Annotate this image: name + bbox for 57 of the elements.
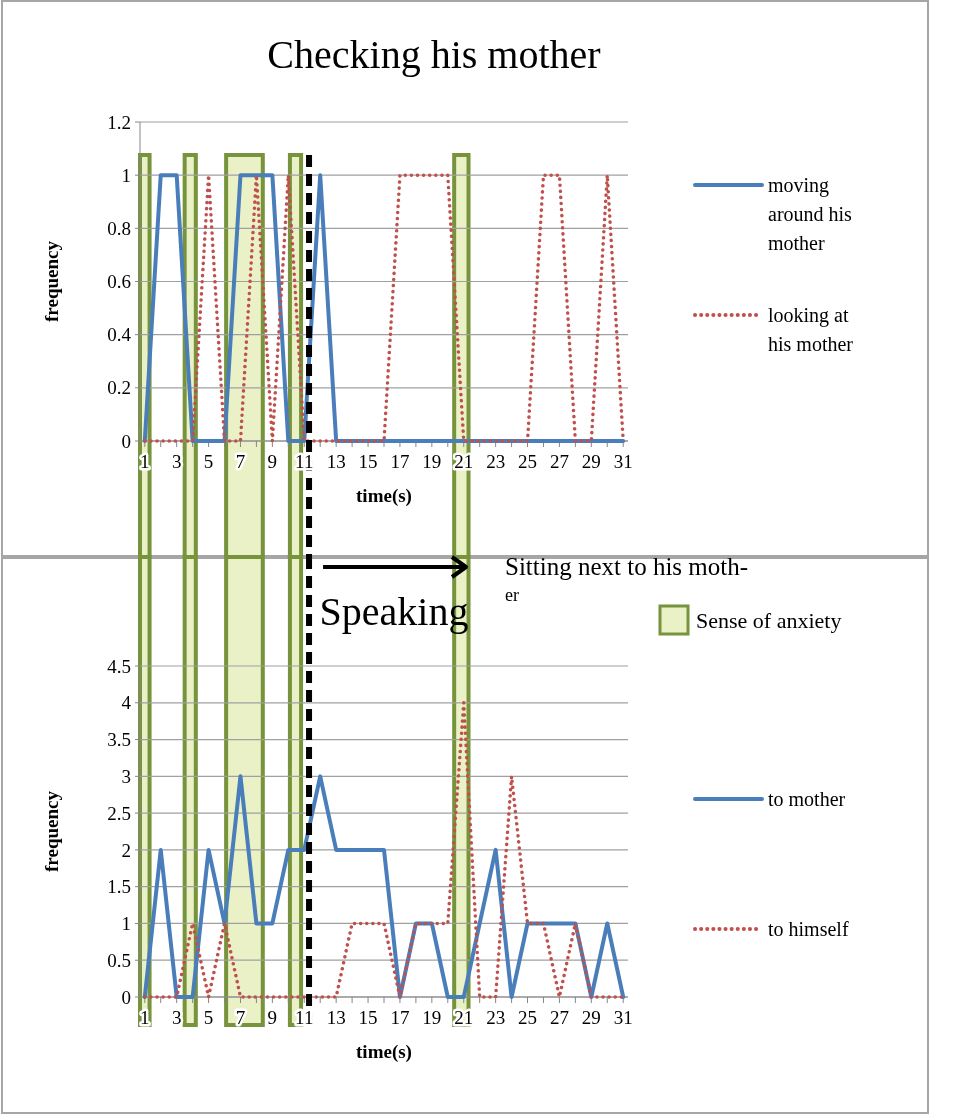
- legend-label: to mother: [768, 788, 846, 810]
- x-axis-title: time(s): [356, 1041, 412, 1063]
- y-tick-label: 2.5: [107, 802, 131, 824]
- y-tick-label: 0: [121, 986, 131, 1008]
- x-tick-label: 17: [390, 1007, 410, 1028]
- x-tick-label: 23: [486, 451, 506, 472]
- y-tick-label: 0.2: [107, 377, 131, 399]
- x-tick-label: 25: [518, 451, 538, 472]
- y-tick-label: 4: [121, 692, 132, 714]
- y-tick-label: 1: [121, 913, 131, 935]
- x-tick-label: 5: [203, 1007, 214, 1028]
- x-tick-label: 5: [203, 451, 214, 472]
- x-tick-label: 11: [295, 1007, 314, 1028]
- legend-label: moving around his mother: [768, 174, 853, 254]
- x-tick-label: 31: [613, 451, 633, 472]
- x-tick-label: 15: [358, 451, 378, 472]
- x-tick-label: 25: [518, 1007, 538, 1028]
- x-tick-label: 3: [171, 451, 182, 472]
- text: Sitting next to his moth-er: [505, 553, 749, 605]
- y-axis-title: frequency: [41, 790, 62, 872]
- y-tick-label: 1: [121, 164, 131, 186]
- y-tick-label: 1.5: [107, 876, 131, 898]
- legend-label: to himself: [768, 918, 849, 940]
- x-tick-label: 7: [235, 451, 246, 472]
- x-tick-label: 27: [549, 451, 569, 472]
- x-tick-label: 13: [326, 1007, 346, 1028]
- legend-label: looking at his mother: [768, 304, 854, 355]
- chart-title: Checking his mother: [267, 32, 601, 77]
- y-tick-label: 3.5: [107, 729, 131, 751]
- y-tick-label: 0.8: [107, 217, 131, 239]
- y-tick-label: 0: [121, 430, 131, 452]
- x-tick-label: 3: [171, 1007, 182, 1028]
- x-tick-label: 27: [549, 1007, 569, 1028]
- x-tick-label: 19: [422, 451, 442, 472]
- x-tick-label: 29: [581, 1007, 601, 1028]
- legend-label: Sense of anxiety: [696, 608, 842, 633]
- x-tick-label: 9: [267, 1007, 278, 1028]
- x-tick-label: 31: [613, 1007, 633, 1028]
- x-tick-label: 11: [295, 451, 314, 472]
- y-tick-label: 0.6: [107, 271, 131, 293]
- y-axis-title: frequency: [41, 240, 62, 322]
- y-tick-label: 0.5: [107, 949, 131, 971]
- x-tick-label: 29: [581, 451, 601, 472]
- x-tick-label: 13: [326, 451, 346, 472]
- x-axis-title: time(s): [356, 485, 412, 507]
- x-tick-label: 17: [390, 451, 410, 472]
- x-tick-label: 23: [486, 1007, 506, 1028]
- line-series: [143, 701, 625, 999]
- y-tick-label: 0.4: [107, 324, 132, 346]
- y-tick-label: 4.5: [107, 655, 131, 677]
- x-tick-label: 15: [358, 1007, 378, 1028]
- x-tick-label: 19: [422, 1007, 442, 1028]
- y-tick-label: 2: [121, 839, 131, 861]
- x-tick-label: 9: [267, 451, 278, 472]
- y-tick-label: 1.2: [107, 111, 131, 133]
- y-tick-label: 3: [121, 765, 131, 787]
- x-tick-label: 7: [235, 1007, 246, 1028]
